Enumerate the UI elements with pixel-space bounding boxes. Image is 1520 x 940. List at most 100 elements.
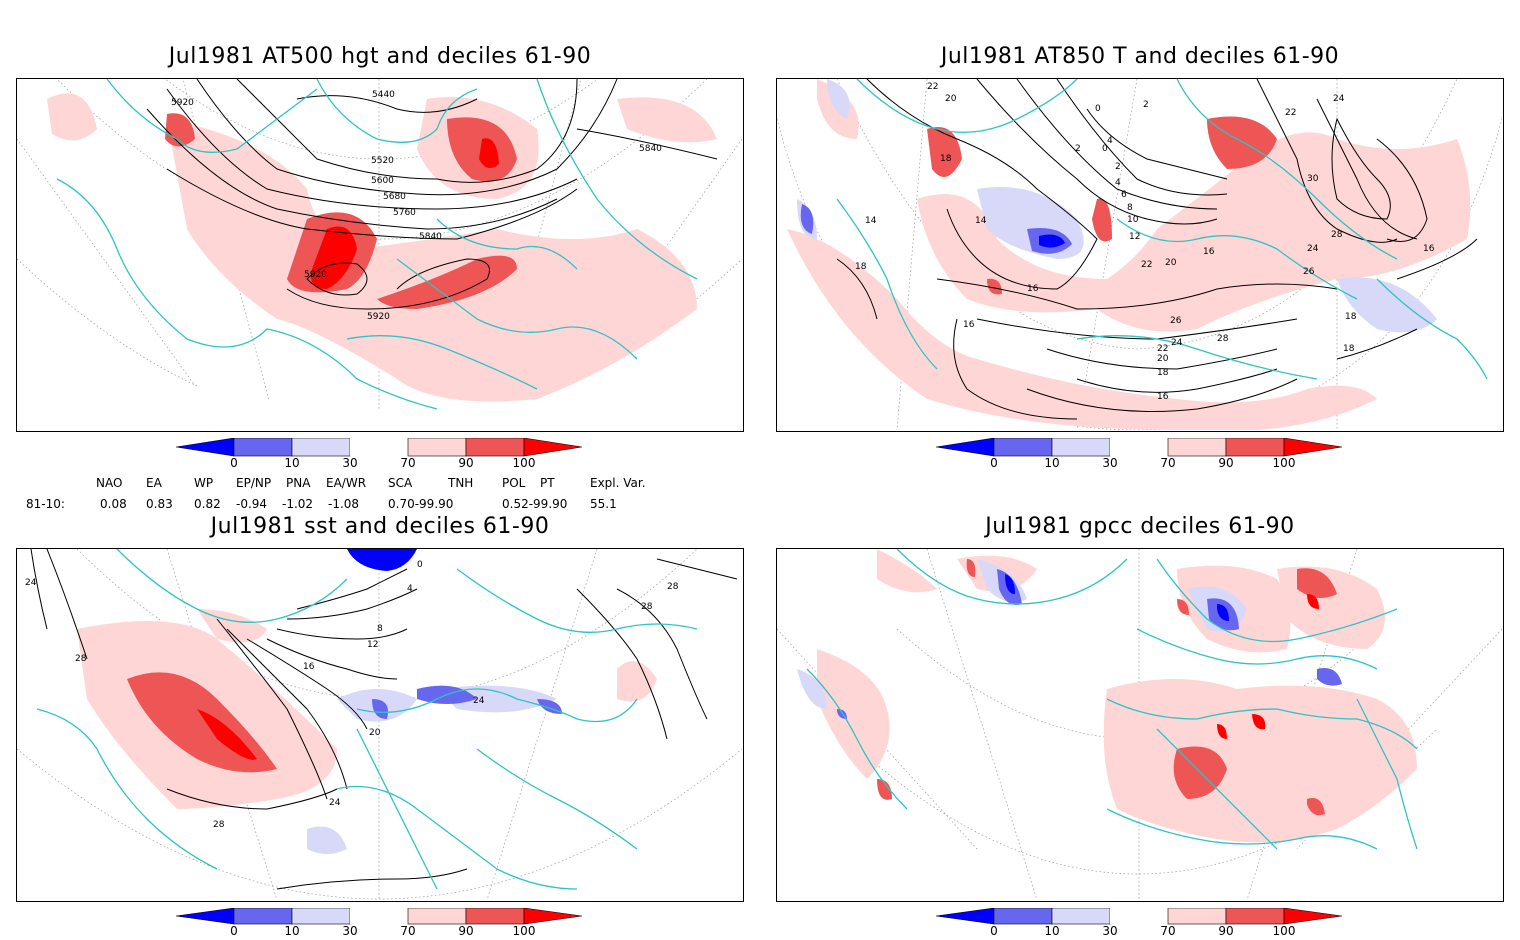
- colorbar-label: 100: [1272, 456, 1296, 470]
- colorbar-t850: 0 10 30 70 90 100: [935, 437, 1346, 478]
- panel-title-sst: Jul1981 sst and deciles 61-90: [210, 514, 550, 539]
- contour-label: 14: [975, 216, 987, 226]
- contour-label: 30: [1307, 174, 1319, 184]
- contour-label: 20: [1157, 354, 1169, 364]
- colorbar-label: 100: [512, 456, 536, 470]
- contour-label: 28: [213, 820, 225, 830]
- colorbar-label: 30: [1102, 924, 1118, 938]
- contour-label: 16: [1157, 392, 1169, 402]
- index-value-eawr: -1.08: [328, 497, 360, 511]
- contour-label: 24: [1171, 338, 1183, 348]
- index-header-pt: PT: [540, 476, 555, 490]
- index-header-pna: PNA: [286, 476, 311, 490]
- contour-label: 0: [417, 560, 423, 570]
- contour-label: 24: [329, 798, 341, 808]
- panel-title-t850: Jul1981 AT850 T and deciles 61-90: [940, 44, 1340, 69]
- contour-label: 8: [377, 624, 383, 634]
- index-value-nao: 0.08: [100, 497, 127, 511]
- index-value-sca-tnh: 0.70-99.90: [388, 497, 454, 511]
- contour-label: 22: [927, 82, 938, 92]
- colorbar-label: 70: [400, 924, 416, 938]
- colorbar-label: 90: [1218, 456, 1234, 470]
- contour-label: 10: [1127, 215, 1139, 225]
- index-header-expl-var: Expl. Var.: [590, 476, 646, 490]
- contour-label: 5920: [367, 312, 390, 322]
- colorbar-sst: 0 10 30 70 90 100: [175, 907, 586, 940]
- contour-label: 0: [1102, 144, 1108, 154]
- contour-label: 26: [1303, 267, 1315, 277]
- colorbar-label: 90: [1218, 924, 1234, 938]
- index-value-pol-pt: 0.52-99.90: [502, 497, 568, 511]
- index-header-tnh: TNH: [448, 476, 474, 490]
- contour-label: 18: [1345, 312, 1357, 322]
- index-header-eawr: EA/WR: [326, 476, 367, 490]
- contour-label: 2: [1143, 100, 1149, 110]
- index-header-nao: NAO: [96, 476, 123, 490]
- contour-label: 22: [1157, 344, 1168, 354]
- colorbar-label: 0: [230, 456, 238, 470]
- contour-label: 5840: [639, 144, 662, 154]
- contour-label: 24: [1307, 244, 1319, 254]
- contour-label: 14: [865, 216, 877, 226]
- contour-label: 24: [473, 696, 485, 706]
- contour-label: 5440: [372, 90, 395, 100]
- index-value-wp: 0.82: [194, 497, 221, 511]
- contour-label: 4: [1115, 178, 1121, 188]
- contour-label: 16: [963, 320, 975, 330]
- colorbar-label: 0: [230, 924, 238, 938]
- colorbar-label: 10: [1044, 924, 1060, 938]
- index-row-label: 81-10:: [26, 497, 65, 511]
- colorbar-gpcc: 0 10 30 70 90 100: [935, 907, 1346, 940]
- contour-label: 2: [1115, 162, 1121, 172]
- contour-label: 18: [940, 154, 952, 164]
- contour-label: 16: [1203, 247, 1215, 257]
- colorbar-label: 10: [1044, 456, 1060, 470]
- index-value-pna: -1.02: [282, 497, 314, 511]
- contour-label: 28: [667, 582, 679, 592]
- index-value-expl-var: 55.1: [590, 497, 617, 511]
- contour-label: 20: [1165, 258, 1177, 268]
- map-gpcc: [776, 548, 1504, 902]
- contour-label: 20: [945, 94, 957, 104]
- contour-label: 5840: [419, 232, 442, 242]
- colorbar-label: 70: [1160, 456, 1176, 470]
- contour-label: 12: [1129, 232, 1140, 242]
- contour-label: 5920: [171, 98, 194, 108]
- contour-label: 5760: [393, 208, 416, 218]
- contour-label: 24: [25, 578, 37, 588]
- index-header-wp: WP: [194, 476, 214, 490]
- contour-label: 22: [1285, 108, 1296, 118]
- colorbar-label: 0: [990, 924, 998, 938]
- colorbar-label: 0: [990, 456, 998, 470]
- contour-label: 4: [407, 584, 413, 594]
- colorbar-label: 70: [400, 456, 416, 470]
- colorbar-label: 30: [1102, 456, 1118, 470]
- index-value-epnp: -0.94: [236, 497, 268, 511]
- panel-title-hgt500: Jul1981 AT500 hgt and deciles 61-90: [168, 44, 592, 69]
- contour-label: 28: [641, 602, 653, 612]
- colorbar-hgt500: 0 10 30 70 90 100: [175, 437, 586, 478]
- map-t850: 22 20 0 2 4 2 0 2 4 6 8 10 12 14 18 14 1…: [776, 78, 1504, 432]
- contour-label: 5600: [371, 176, 394, 186]
- colorbar-label: 90: [458, 456, 474, 470]
- contour-label: 22: [1141, 260, 1152, 270]
- contour-label: 24: [1333, 94, 1345, 104]
- contour-label: 28: [1331, 230, 1343, 240]
- map-hgt500: 5440 5920 5520 5600 5680 5760 5840 5920 …: [16, 78, 744, 432]
- map-sst: 24 28 4 0 8 12 16 20 24 28 24 28 28: [16, 548, 744, 902]
- index-header-pol: POL: [502, 476, 526, 490]
- contour-label: 16: [1027, 284, 1039, 294]
- index-value-ea: 0.83: [146, 497, 173, 511]
- index-header-epnp: EP/NP: [236, 476, 272, 490]
- contour-label: 16: [1423, 244, 1435, 254]
- contour-label: 0: [1095, 104, 1101, 114]
- contour-label: 26: [1170, 316, 1182, 326]
- colorbar-label: 10: [284, 456, 300, 470]
- colorbar-label: 100: [1272, 924, 1296, 938]
- contour-label: 5520: [371, 156, 394, 166]
- contour-label: 16: [303, 662, 315, 672]
- panel-title-gpcc: Jul1981 gpcc deciles 61-90: [985, 514, 1295, 539]
- contour-label: 18: [1343, 344, 1355, 354]
- contour-label: 5680: [383, 192, 406, 202]
- index-header-sca: SCA: [388, 476, 413, 490]
